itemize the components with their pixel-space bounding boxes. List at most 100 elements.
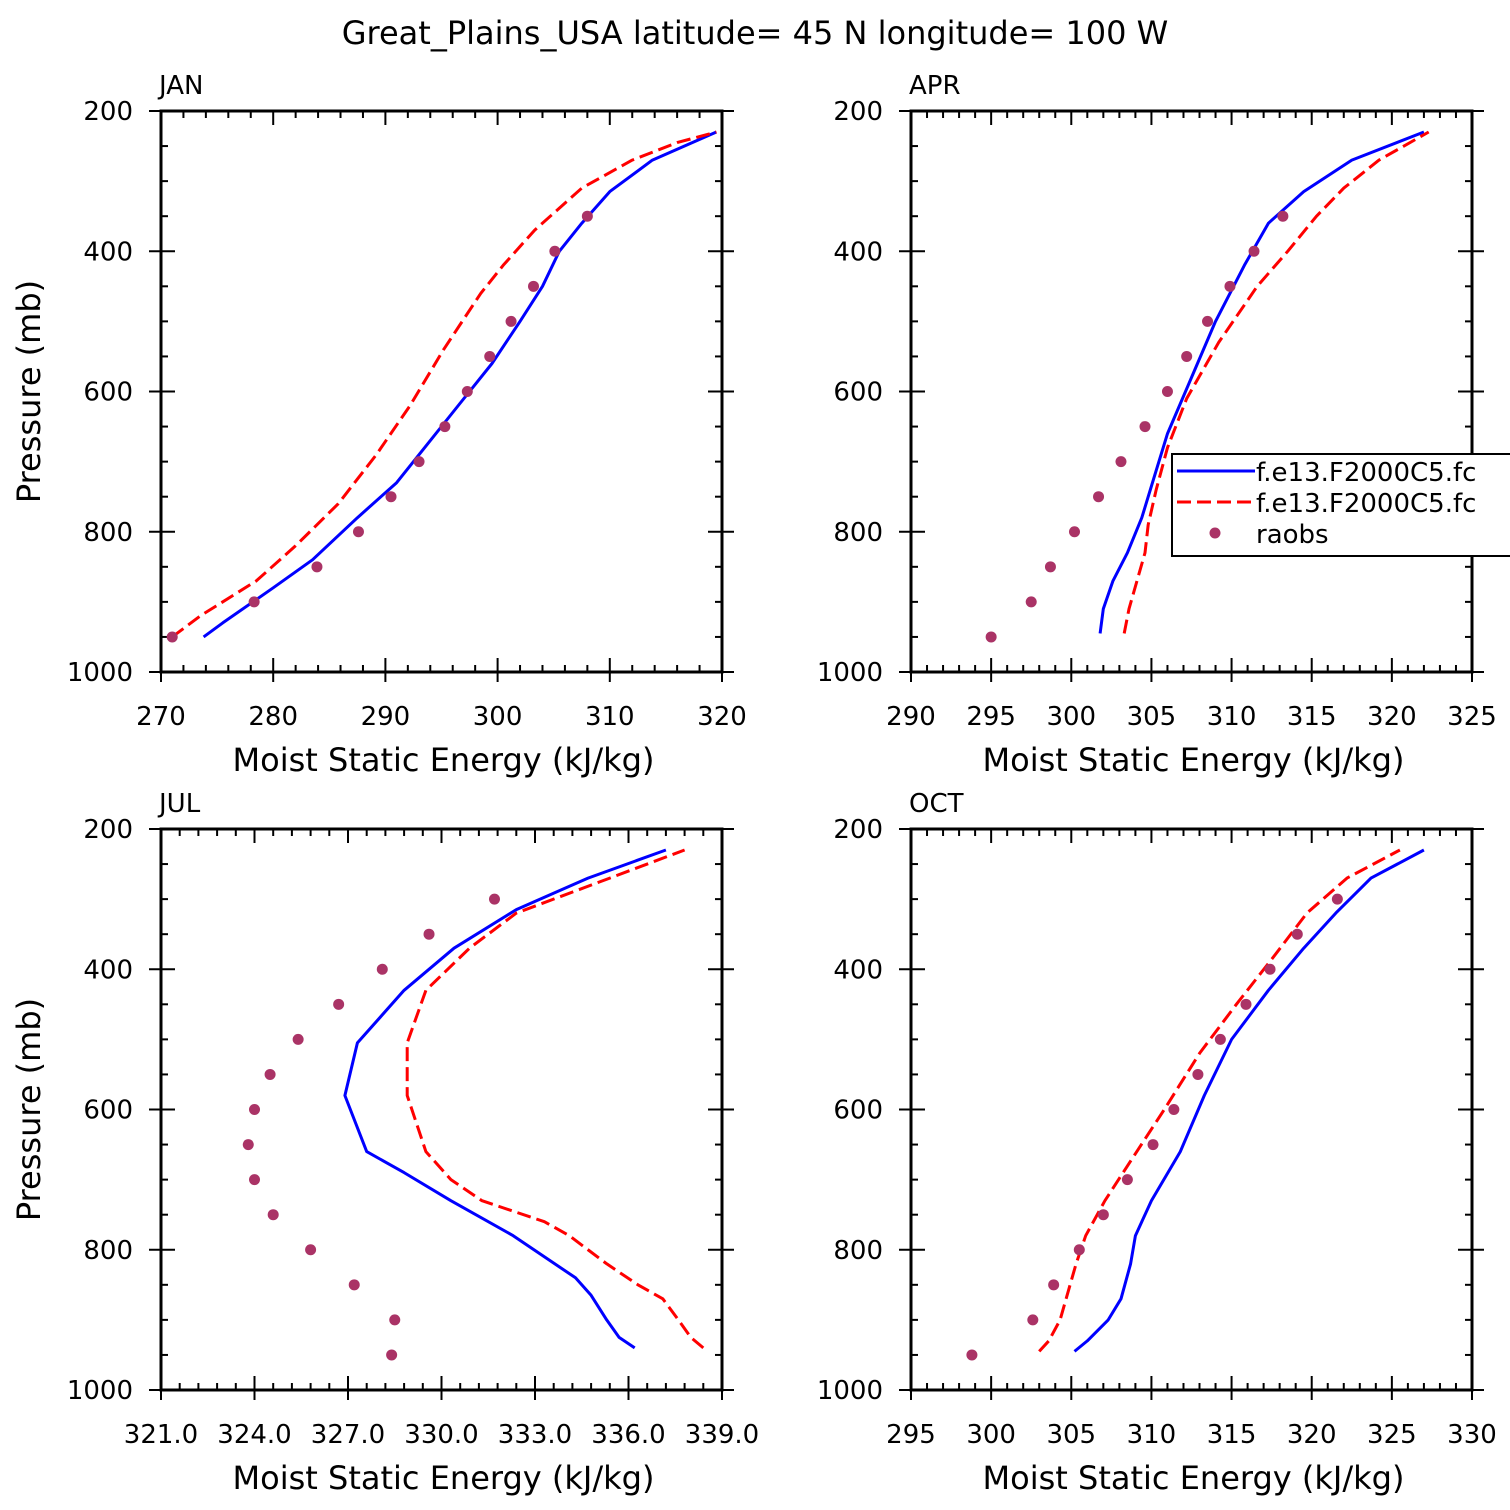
legend-label: raobs	[1256, 520, 1329, 550]
model-solid-line	[343, 848, 667, 1350]
panel-title: JAN	[157, 71, 203, 101]
panel-title: APR	[909, 71, 961, 101]
raobs-point	[1291, 928, 1303, 940]
panel-oct: 295 300 305 310 315 320 325 330 200 400 600 800 1000…	[817, 789, 1497, 1497]
x-tick-label: 320	[1367, 702, 1417, 732]
y-tick-label: 800	[83, 1236, 133, 1266]
raobs-point	[1224, 280, 1236, 292]
x-tick-label: 330.0	[404, 1420, 478, 1450]
raobs-point	[264, 1068, 276, 1080]
raobs-point	[423, 928, 435, 940]
raobs-point	[966, 1349, 978, 1361]
raobs-point	[1214, 1033, 1226, 1045]
x-tick-label: 321.0	[124, 1420, 198, 1450]
panel-apr: 290 295 300 305 310 315 320 325 200 400 600 800 1000…	[817, 71, 1497, 779]
x-tick-label: 305	[1127, 702, 1177, 732]
raobs-point	[484, 350, 496, 362]
y-tick-label: 600	[83, 1096, 133, 1126]
raobs-point	[385, 491, 397, 503]
x-axis-label: Moist Static Energy (kJ/kg)	[233, 741, 655, 779]
x-tick-label: 310	[1207, 702, 1257, 732]
raobs-point	[311, 561, 323, 573]
raobs-point	[348, 1279, 360, 1291]
series-group	[966, 848, 1425, 1361]
model-dashed-line	[1122, 130, 1430, 634]
raobs-point	[1048, 1279, 1060, 1291]
series-group	[242, 848, 705, 1361]
y-tick-label: 600	[833, 378, 883, 408]
x-tick-label: 330	[1447, 1420, 1497, 1450]
panel-jul: 321.0 324.0 327.0 330.0 333.0 336.0 339.0 200 40…	[10, 789, 759, 1497]
raobs-point	[1168, 1104, 1180, 1115]
x-tick-label: 339.0	[685, 1420, 759, 1450]
raobs-point	[389, 1314, 401, 1326]
raobs-point	[386, 1349, 398, 1361]
raobs-point	[305, 1244, 317, 1256]
x-tick-label: 300	[966, 1420, 1016, 1450]
x-tick-label: 333.0	[498, 1420, 572, 1450]
y-tick-label: 1000	[817, 1376, 883, 1406]
plot-frame	[909, 827, 1474, 1392]
raobs-point	[1248, 245, 1260, 257]
raobs-point	[267, 1209, 279, 1221]
raobs-point	[1073, 1244, 1085, 1256]
legend-label: f.e13.F2000C5.fc	[1256, 458, 1476, 488]
raobs-point	[1115, 456, 1127, 468]
x-tick-label: 327.0	[311, 1420, 385, 1450]
raobs-point	[292, 1033, 304, 1045]
x-tick-label: 290	[361, 702, 411, 732]
raobs-point	[1097, 1209, 1109, 1221]
y-tick-label: 200	[83, 97, 133, 127]
raobs-point	[581, 210, 593, 222]
series-group	[166, 130, 718, 643]
raobs-point	[249, 1174, 260, 1186]
raobs-point	[505, 315, 517, 327]
y-tick-label: 400	[83, 237, 133, 267]
x-tick-label: 270	[136, 702, 186, 732]
y-tick-label: 800	[833, 1236, 883, 1266]
raobs-point	[1240, 998, 1252, 1010]
raobs-point	[1277, 210, 1289, 222]
raobs-point	[249, 1104, 260, 1115]
raobs-point	[1202, 315, 1214, 327]
x-tick-label: 315	[1287, 702, 1337, 732]
raobs-point	[1331, 893, 1343, 905]
y-tick-label: 600	[83, 378, 133, 408]
model-dashed-line	[1038, 848, 1401, 1353]
x-tick-label: 295	[886, 1420, 936, 1450]
y-tick-label: 1000	[817, 658, 883, 688]
y-tick-label: 1000	[67, 1376, 133, 1406]
legend-marker-dot	[1209, 527, 1221, 539]
raobs-point	[376, 963, 388, 975]
panel-jan: 270 280 290 300 310 320 200 400 600 800 1000 JAN Moi…	[10, 71, 747, 779]
legend-label: f.e13.F2000C5.fc	[1256, 489, 1476, 519]
raobs-point	[461, 386, 473, 397]
raobs-point	[1025, 596, 1037, 608]
y-tick-label: 200	[833, 97, 883, 127]
x-tick-label: 300	[473, 702, 523, 732]
x-tick-label: 325	[1367, 1420, 1417, 1450]
y-tick-label: 400	[833, 237, 883, 267]
panel-title: OCT	[909, 789, 964, 819]
raobs-point	[242, 1139, 254, 1151]
raobs-point	[488, 893, 500, 905]
x-tick-label: 336.0	[591, 1420, 665, 1450]
raobs-point	[166, 631, 178, 643]
raobs-point	[1121, 1174, 1133, 1186]
raobs-point	[352, 526, 364, 538]
series-group	[985, 130, 1430, 643]
model-solid-line	[202, 130, 718, 639]
x-tick-label: 324.0	[217, 1420, 291, 1450]
raobs-point	[1093, 491, 1105, 503]
raobs-point	[1264, 963, 1276, 975]
x-tick-label: 320	[697, 702, 747, 732]
x-axis-label: Moist Static Energy (kJ/kg)	[233, 1459, 655, 1497]
raobs-point	[413, 456, 425, 468]
x-tick-label: 315	[1207, 1420, 1257, 1450]
plot-frame	[159, 827, 724, 1392]
y-tick-label: 400	[83, 955, 133, 985]
y-tick-label: 1000	[67, 658, 133, 688]
raobs-point	[1181, 350, 1193, 362]
x-tick-label: 300	[1046, 702, 1096, 732]
